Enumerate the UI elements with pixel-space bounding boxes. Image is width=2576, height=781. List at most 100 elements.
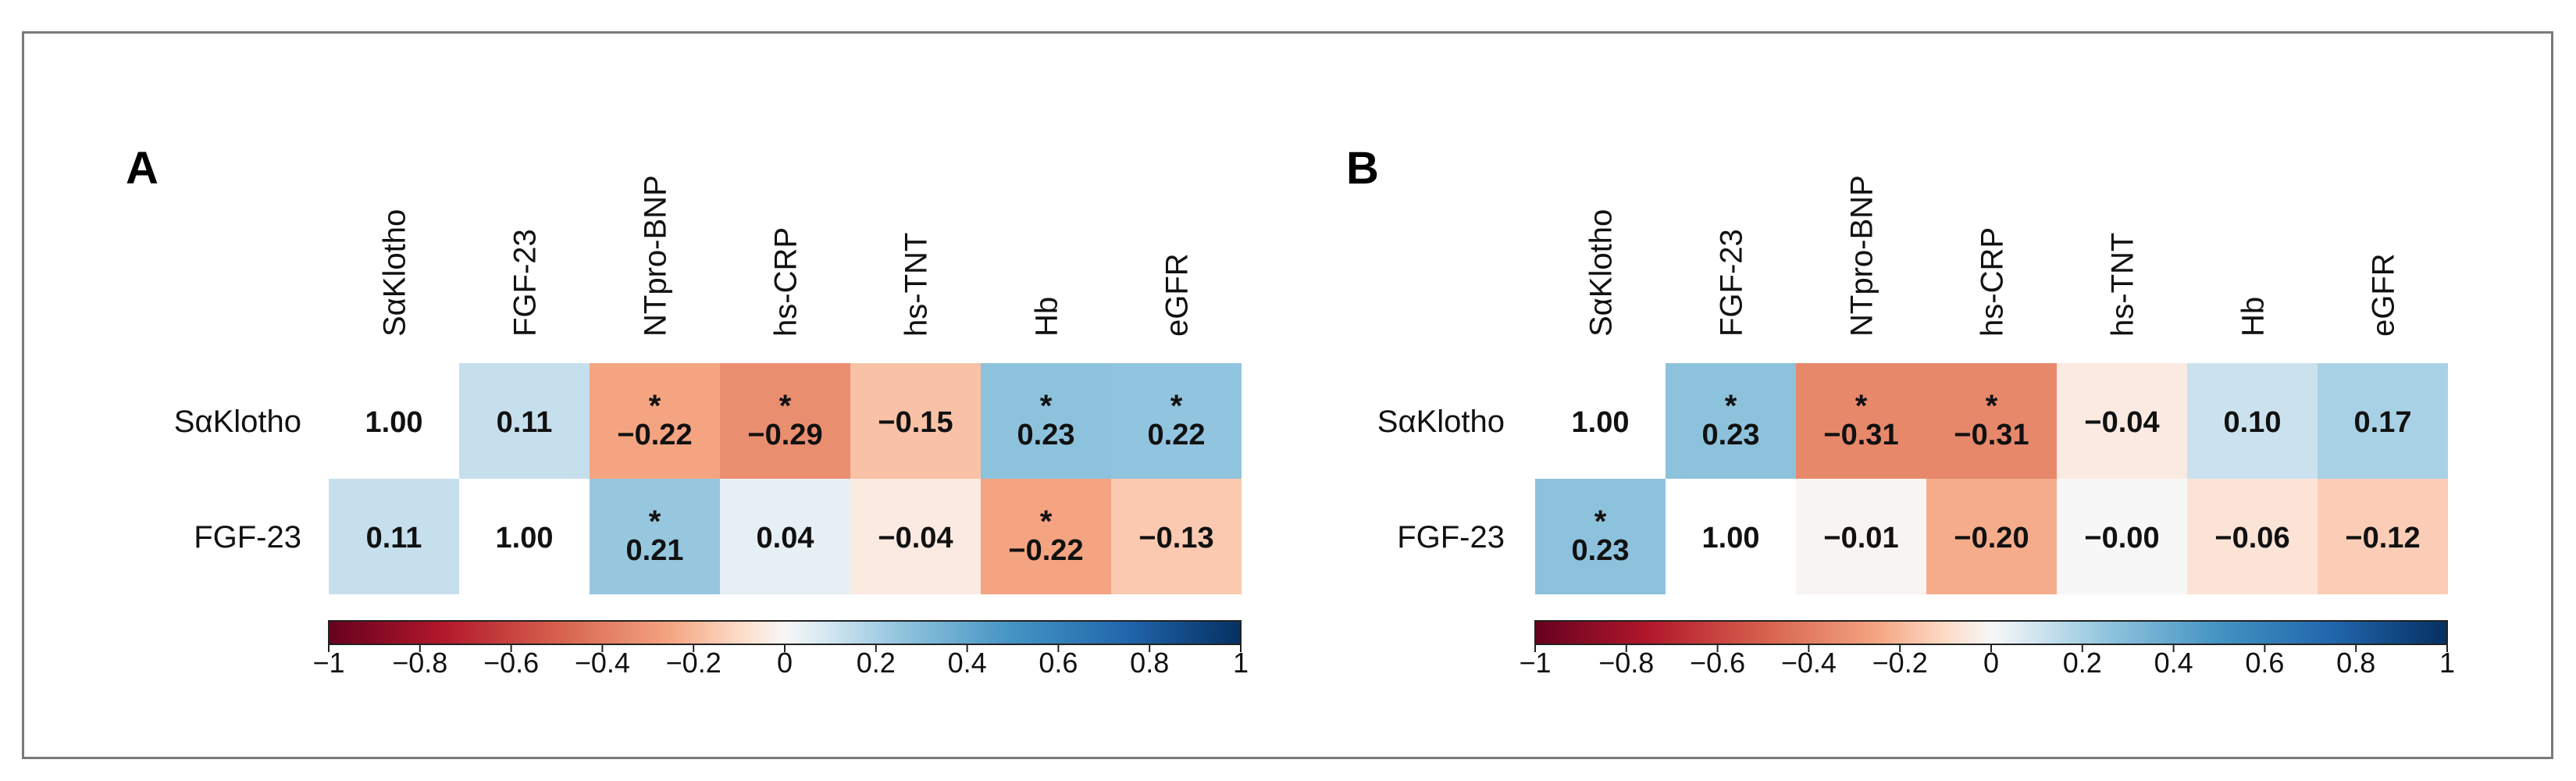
column-label: NTpro-BNP: [1845, 175, 1879, 337]
cell-value-label: −0.20: [1954, 522, 2029, 555]
cell-value-label: 0.21: [626, 534, 684, 567]
colorbar-tick-label: −0.2: [1872, 647, 1928, 679]
column-label: hs-TNT: [900, 233, 934, 337]
heatmap-cell: [850, 479, 981, 594]
column-label: hs-CRP: [769, 227, 803, 337]
cell-value-label: −0.31: [1954, 419, 2029, 451]
colorbar-tick-label: 0.6: [1039, 647, 1078, 679]
heatmap-cell: [720, 479, 850, 594]
colorbar-tick-label: −0.8: [1598, 647, 1654, 679]
cell-value-label: −0.29: [747, 419, 822, 451]
colorbar: [1534, 620, 2448, 645]
colorbar-tick-label: 0.4: [2154, 647, 2193, 679]
heatmap-cell: [2318, 479, 2448, 594]
cell-value-label: 0.11: [497, 406, 553, 439]
cell-value-label: 0.04: [757, 522, 814, 555]
cell-value-label: −0.06: [2214, 522, 2289, 555]
heatmap-cell: [1926, 479, 2057, 594]
column-label: FGF-23: [508, 229, 543, 337]
row-label: SαKlotho: [174, 405, 301, 439]
row-label: FGF-23: [194, 520, 301, 555]
cell-value-label: 0.17: [2354, 406, 2412, 439]
column-label: NTpro-BNP: [639, 175, 673, 337]
colorbar: [328, 620, 1242, 645]
cell-value-label: 1.00: [365, 406, 423, 439]
significance-marker: *: [1594, 505, 1607, 539]
panel-a: A SαKlotho FGF-23 NTpro-BNP hs-CRP hs-TNT Hb eG…: [126, 143, 1249, 679]
row-label: SαKlotho: [1377, 405, 1505, 439]
colorbar-tick-label: −0.6: [1690, 647, 1745, 679]
heatmap-cell: [2187, 363, 2318, 479]
heatmap-cell: [590, 363, 720, 479]
cell-value-label: −0.00: [2084, 522, 2159, 555]
column-label: eGFR: [1160, 253, 1195, 337]
heatmap-cell: [1111, 479, 1242, 594]
cell-value-label: 0.11: [366, 522, 422, 555]
cell-value-label: −0.15: [878, 406, 953, 439]
column-label: hs-CRP: [1976, 227, 2010, 337]
column-label: hs-TNT: [2106, 233, 2140, 337]
cell-value-label: 0.23: [1702, 419, 1760, 451]
significance-marker: *: [649, 505, 661, 539]
column-label: SαKlotho: [1584, 209, 1619, 337]
colorbar-tick-label: 0.4: [948, 647, 987, 679]
colorbar-tick-label: 1: [1233, 647, 1249, 679]
column-label: Hb: [2236, 297, 2271, 337]
colorbar-tick-label: −1: [312, 647, 344, 679]
significance-marker: *: [1170, 389, 1183, 423]
heatmap-cell: [1666, 479, 1796, 594]
cell-value-label: −0.01: [1823, 522, 1898, 555]
colorbar-tick-label: 0: [777, 647, 793, 679]
heatmap-cell: [1796, 363, 1926, 479]
colorbar-tick-label: −0.6: [483, 647, 539, 679]
heatmap-cell: [2057, 363, 2187, 479]
figure-frame: A SαKlotho FGF-23 NTpro-BNP hs-CRP hs-TNT Hb eG…: [22, 31, 2553, 759]
cell-value-label: −0.13: [1138, 522, 1213, 555]
panel-label: B: [1346, 143, 1379, 194]
cell-value-label: 1.00: [1702, 522, 1760, 555]
column-label: FGF-23: [1715, 229, 1749, 337]
column-label: SαKlotho: [378, 209, 412, 337]
colorbar-tick-label: 0.8: [1130, 647, 1169, 679]
heatmap-cell: [720, 363, 850, 479]
column-label: eGFR: [2367, 253, 2401, 337]
colorbar-tick-label: 1: [2439, 647, 2455, 679]
significance-marker: *: [1986, 389, 1998, 423]
panel-b: B SαKlotho FGF-23 NTpro-BNP hs-CRP hs-TNT Hb eG…: [1346, 143, 2455, 679]
heatmap-cell: [1796, 479, 1926, 594]
cell-value-label: 1.00: [496, 522, 554, 555]
cell-value-label: 0.10: [2224, 406, 2282, 439]
column-label: Hb: [1030, 297, 1064, 337]
heatmap-cell: [1535, 363, 1666, 479]
heatmap-cell: [1926, 363, 2057, 479]
row-label: FGF-23: [1397, 520, 1505, 555]
significance-marker: *: [649, 389, 661, 423]
heatmap-cell: [590, 479, 720, 594]
significance-marker: *: [1040, 389, 1053, 423]
cell-value-label: 0.23: [1017, 419, 1075, 451]
cell-value-label: −0.12: [2345, 522, 2420, 555]
cell-value-label: 1.00: [1572, 406, 1630, 439]
heatmap-cell: [459, 363, 590, 479]
significance-marker: *: [1855, 389, 1868, 423]
heatmap-cell: [2318, 363, 2448, 479]
heatmap-cell: [850, 363, 981, 479]
significance-marker: *: [1040, 505, 1053, 539]
heatmap-cell: [2187, 479, 2318, 594]
heatmap-cell: [1535, 479, 1666, 594]
heatmap-cell: [459, 479, 590, 594]
heatmap-cell: [981, 363, 1111, 479]
colorbar-tick-label: 0.2: [857, 647, 896, 679]
cell-value-label: 0.23: [1572, 534, 1630, 567]
cell-value-label: −0.22: [617, 419, 692, 451]
heatmap-cell: [1111, 363, 1242, 479]
colorbar-tick-label: 0.8: [2336, 647, 2375, 679]
heatmap-cell: [2057, 479, 2187, 594]
cell-value-label: −0.31: [1823, 419, 1898, 451]
colorbar-tick-label: −1: [1519, 647, 1551, 679]
colorbar-tick-label: 0.6: [2245, 647, 2284, 679]
panel-label: A: [126, 143, 159, 194]
colorbar-tick-label: −0.4: [575, 647, 630, 679]
heatmap-cell: [981, 479, 1111, 594]
cell-value-label: 0.22: [1148, 419, 1206, 451]
